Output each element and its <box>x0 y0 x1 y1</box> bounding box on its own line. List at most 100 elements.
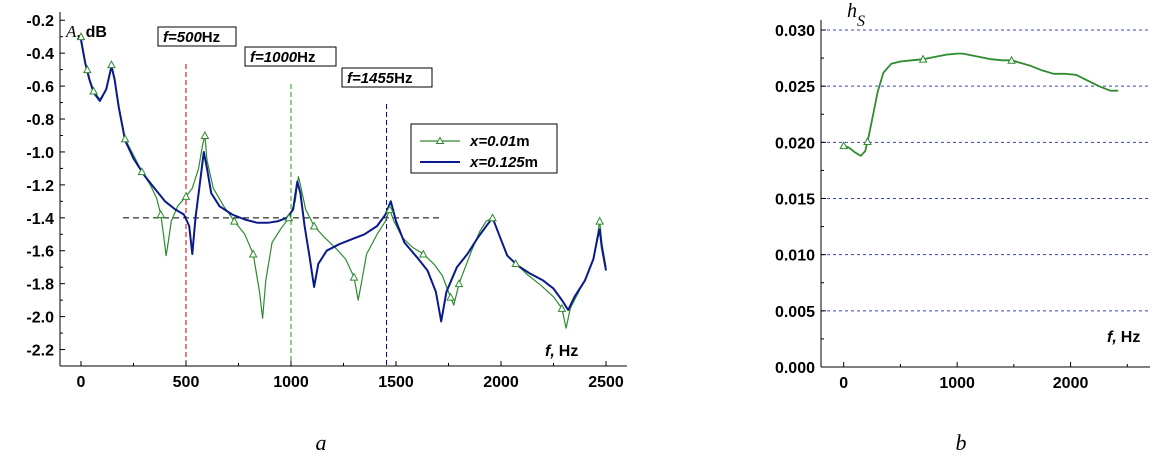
y-tick-label: 0.015 <box>775 192 815 209</box>
marker-label-1455: f=1455Hz <box>341 67 433 88</box>
y-tick-label: -0.8 <box>26 112 54 129</box>
series-point-marker <box>446 292 455 301</box>
legend-label-unit: m <box>525 154 538 171</box>
y-tick-label: -2.2 <box>26 343 54 360</box>
marker-label-var: f=1000 <box>250 49 298 66</box>
y-tick-label: -1.0 <box>26 145 54 162</box>
series-point-marker <box>309 221 319 230</box>
x-tick-label: 1000 <box>939 375 975 392</box>
series-point-marker <box>120 134 130 143</box>
series-point-marker <box>488 213 497 222</box>
series-point-marker <box>511 259 521 268</box>
frequency-marker-lines <box>185 64 388 366</box>
series-point-marker <box>200 130 210 139</box>
series-point-marker <box>284 213 294 222</box>
series-point-marker <box>89 86 98 95</box>
legend-label-var: x=0.125 <box>469 154 525 171</box>
legend-entry-1: x=0.01m <box>420 133 530 150</box>
y-label-unit: dB <box>86 24 107 41</box>
legend-label-unit: m <box>516 133 529 150</box>
panel-a: -0.2 -0.4 -0.6 -0.8 -1.0 -1.2 -1.4 -1.6 -1.8 -2.0… <box>26 12 627 455</box>
series-group <box>839 52 1119 157</box>
y-tick-label: 0.000 <box>775 360 815 377</box>
x-tick-label: 2500 <box>588 374 624 391</box>
marker-label-var: f=1455 <box>347 70 395 87</box>
series-group <box>76 32 607 329</box>
series-point-marker <box>454 279 464 288</box>
legend-label-var: x=0.01 <box>469 133 516 150</box>
x-label-unit: Hz <box>1121 329 1141 346</box>
series-point-marker <box>229 216 239 225</box>
series-point-marker <box>76 32 86 41</box>
x-tick-label: 2000 <box>1053 375 1089 392</box>
y-tick-label: 0.010 <box>775 248 815 265</box>
series-point-marker <box>181 191 191 200</box>
series-point-marker <box>557 303 567 312</box>
marker-label-text: f=1000Hz <box>250 49 315 66</box>
series-point-marker <box>156 209 166 218</box>
series-point-marker <box>82 65 92 74</box>
x-axis-label: f, Hz <box>545 343 578 360</box>
y-tick-label: 0.030 <box>775 23 815 40</box>
y-label-var: h <box>847 0 857 22</box>
y-tick-label: -1.6 <box>26 244 54 261</box>
y-tick-label: -0.2 <box>26 13 54 30</box>
series-line-x0.125 <box>80 39 607 323</box>
y-tick-label: 0.020 <box>775 135 815 152</box>
marker-label-box <box>244 46 337 67</box>
y-label-var: A, <box>65 22 81 41</box>
marker-label-unit: Hz <box>202 29 220 46</box>
series-line-hs <box>843 52 1119 157</box>
marker-label-text: f=1455Hz <box>347 70 412 87</box>
series-point-marker <box>863 137 872 146</box>
x-tick-label: 500 <box>173 374 200 391</box>
series-point-marker <box>918 54 928 63</box>
y-tick-label: -0.6 <box>26 79 54 96</box>
series-point-marker <box>418 249 428 258</box>
x-tick-label: 1000 <box>273 374 309 391</box>
axes-group: -0.2 -0.4 -0.6 -0.8 -1.0 -1.2 -1.4 -1.6 -1.8 -2.0… <box>26 12 627 391</box>
series-point-marker <box>385 205 395 214</box>
axes-group: 0.000 0.005 0.010 0.015 0.020 0.025 0.030 0 1000… <box>775 20 1150 392</box>
grid-lines <box>821 29 1150 312</box>
x-axis-label: f, Hz <box>1107 329 1140 346</box>
x-label-var: f, <box>545 343 555 360</box>
legend-label: x=0.125m <box>469 154 538 171</box>
y-label-subscript: S <box>857 13 865 30</box>
series-point-marker <box>1007 55 1016 64</box>
marker-label-box <box>157 26 237 47</box>
marker-label-var: f=500 <box>163 29 202 46</box>
x-tick-label: 1500 <box>378 374 414 391</box>
y-tick-label: 0.025 <box>775 79 815 96</box>
marker-label-text: f=500Hz <box>163 29 220 46</box>
series-point-marker <box>137 167 147 176</box>
marker-label-unit: Hz <box>297 49 315 66</box>
panel-caption-a: a <box>316 430 327 455</box>
series-point-marker <box>248 249 258 258</box>
y-tick-label: 0.005 <box>775 304 815 321</box>
y-tick-label: -2.0 <box>26 310 54 327</box>
y-tick-label: -0.4 <box>26 46 54 63</box>
legend-triangle-marker <box>435 136 445 144</box>
panel-b: 0.000 0.005 0.010 0.015 0.020 0.025 0.030 0 1000… <box>775 0 1150 455</box>
legend: x=0.01m x=0.125m <box>410 123 558 174</box>
marker-label-1000: f=1000Hz <box>244 46 337 67</box>
series-point-marker <box>349 272 359 281</box>
panel-caption-b: b <box>956 430 967 455</box>
x-tick-label: 0 <box>77 374 86 391</box>
marker-label-unit: Hz <box>394 70 412 87</box>
legend-entry-2: x=0.125m <box>420 154 538 171</box>
marker-label-box <box>341 67 433 88</box>
x-tick-label: 2000 <box>483 374 519 391</box>
y-tick-label: -1.8 <box>26 277 54 294</box>
legend-box <box>410 123 558 174</box>
series-point-marker <box>595 216 605 225</box>
x-tick-label: 0 <box>839 375 848 392</box>
x-label-unit: Hz <box>559 343 579 360</box>
y-axis-label: A, dB <box>65 22 107 41</box>
y-tick-label: -1.2 <box>26 178 54 195</box>
y-axis-label: hS <box>847 0 865 30</box>
series-point-marker <box>107 60 116 69</box>
y-tick-label: -1.4 <box>26 211 54 228</box>
